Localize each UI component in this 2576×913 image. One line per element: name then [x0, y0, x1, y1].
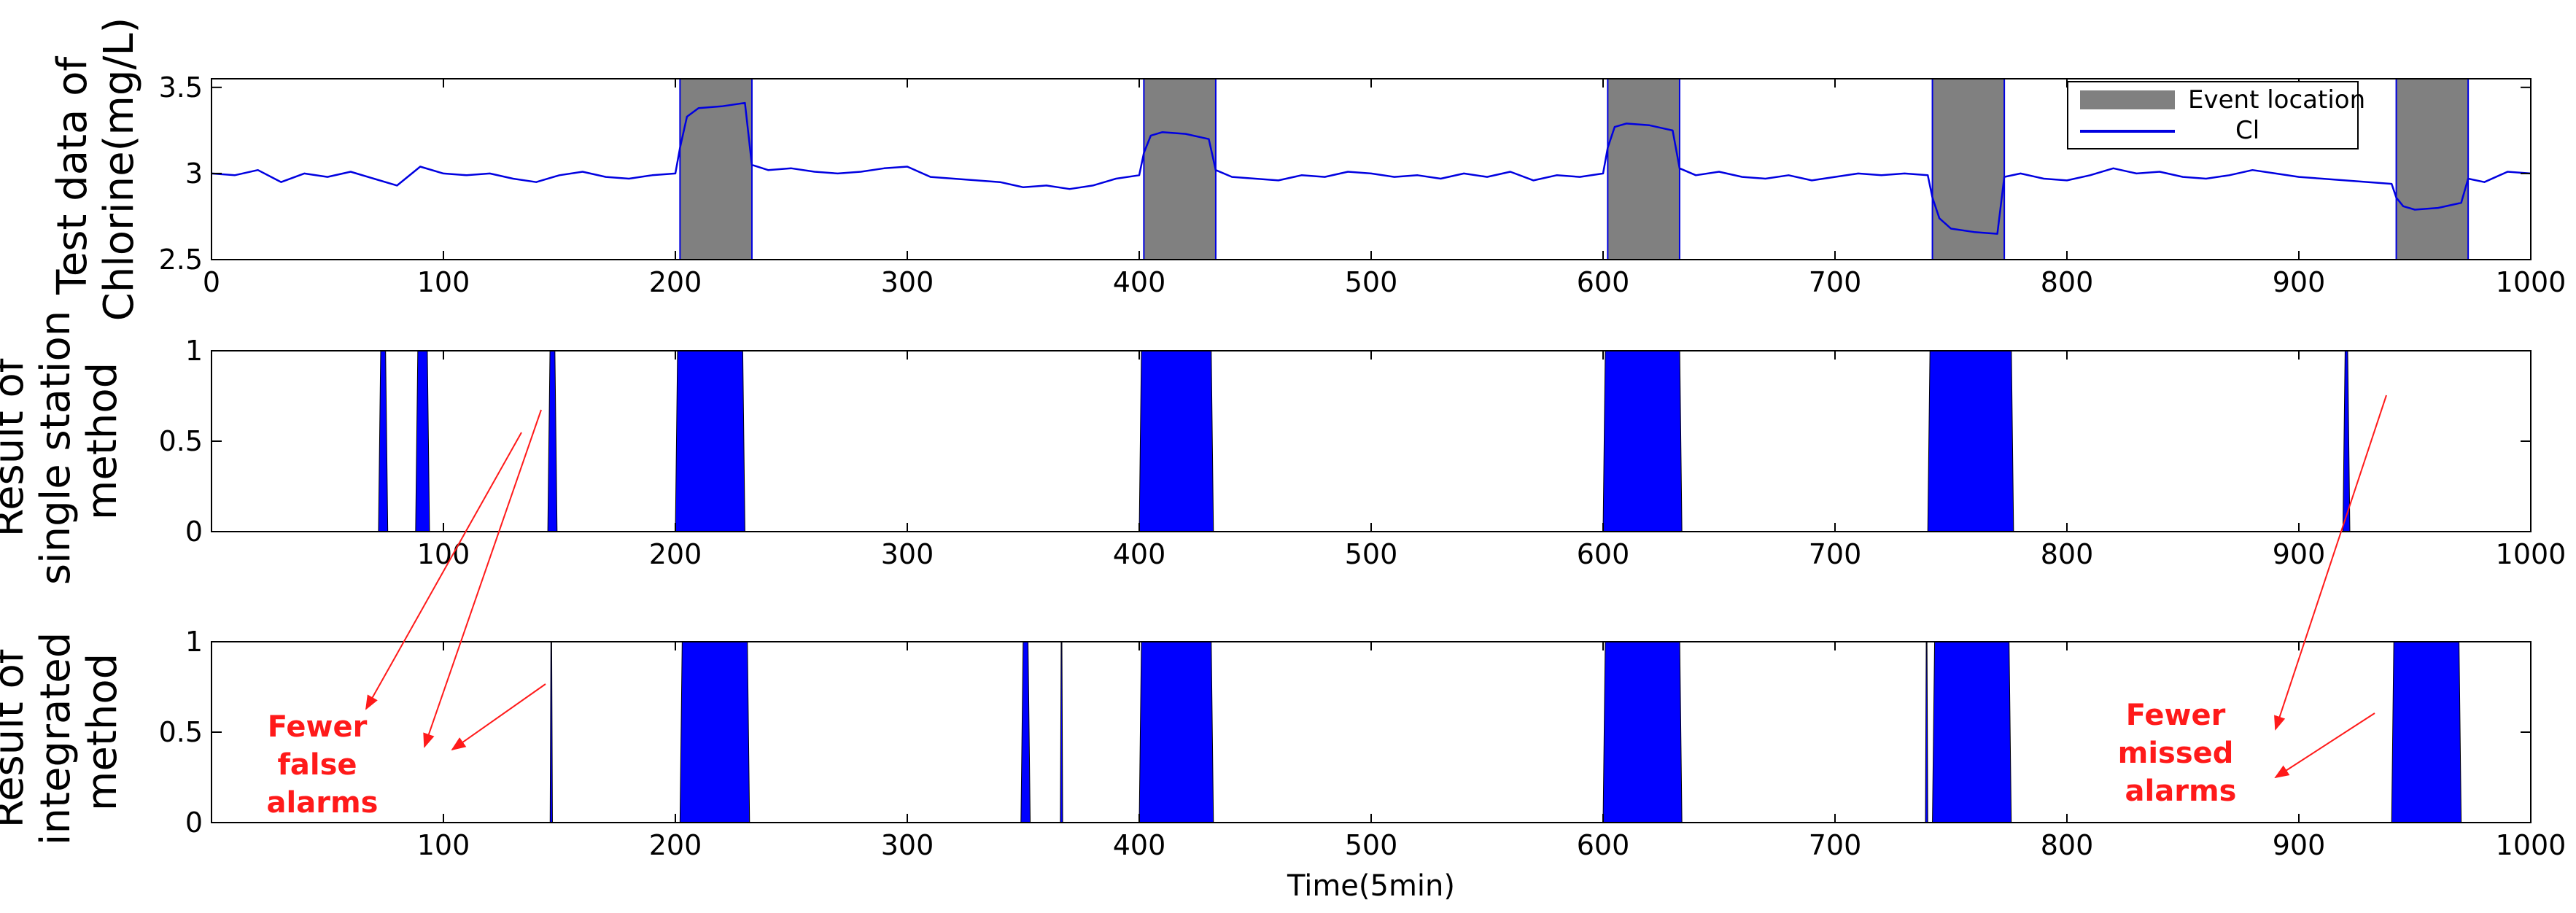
single-alarm-8 — [2342, 350, 2351, 532]
x-tick-label: 600 — [1577, 538, 1630, 570]
arrow-false-1 — [365, 432, 522, 710]
x-tick-label: 300 — [881, 266, 934, 298]
x-tick-label: 200 — [649, 266, 702, 298]
x-tick-label: 1000 — [2496, 538, 2567, 570]
integrated-xlabel: Time(5min) — [1287, 869, 1455, 903]
y-tick-label: 1 — [185, 626, 203, 658]
x-tick-label: 700 — [1809, 266, 1862, 298]
y-tick-label: 3.5 — [159, 71, 203, 104]
single-alarm-1 — [378, 350, 389, 532]
event-window-4 — [1931, 78, 2006, 260]
single-alarm-4 — [675, 350, 745, 532]
integrated-alarm-1 — [549, 641, 553, 823]
x-tick-label: 800 — [2041, 266, 2094, 298]
legend-label-event: Event location — [2188, 85, 2365, 114]
x-tick-label: 400 — [1113, 266, 1166, 298]
event-window-1 — [679, 78, 753, 260]
arrow-false-3 — [451, 683, 546, 751]
x-tick-label: 500 — [1345, 266, 1398, 298]
chlorine-panel: 0 100 200 300 400 500 600 700 800 900 10002.533.5 … — [49, 18, 2566, 322]
x-tick-label: 0 — [203, 266, 220, 298]
legend-label-cl: Cl — [2235, 116, 2259, 145]
integrated-alarm-2 — [679, 641, 750, 823]
y-tick-label: 1 — [185, 335, 203, 367]
single-station-axes: 100 200 300 400 500 600 700 800 900 1000 0 0.5 1 — [159, 335, 2567, 570]
x-tick-label: 400 — [1113, 829, 1166, 861]
arrow-missed-2 — [2274, 712, 2375, 779]
x-tick-label: 100 — [417, 538, 470, 570]
single-alarm-5 — [1138, 350, 1214, 532]
x-tick-label: 100 — [417, 266, 470, 298]
single-station-panel: 100 200 300 400 500 600 700 800 900 1000 0 0.5 1 Res… — [0, 298, 2567, 585]
x-tick-label: 400 — [1113, 538, 1166, 570]
x-tick-label: 700 — [1809, 829, 1862, 861]
x-tick-label: 600 — [1577, 266, 1630, 298]
x-tick-label: 900 — [2273, 829, 2326, 861]
integrated-alarm-3 — [1020, 641, 1031, 823]
y-tick-label: 3 — [185, 158, 203, 190]
event-window-5 — [2395, 78, 2470, 260]
integrated-alarm-9 — [2391, 641, 2462, 823]
x-tick-label: 900 — [2273, 266, 2326, 298]
x-tick-label: 200 — [649, 829, 702, 861]
arrow-missed-1 — [2274, 395, 2387, 731]
integrated-alarm-6 — [1602, 641, 1683, 823]
single-alarm-2 — [415, 350, 430, 532]
integrated-alarm-5 — [1138, 641, 1214, 823]
integrated-panel: 100 200 300 400 500 600 700 800 900 1000 0 0.5 1 Res… — [0, 619, 2567, 903]
y-tick-label: 0 — [185, 807, 203, 839]
chlorine-series — [211, 101, 2532, 235]
integrated-alarm-8 — [1932, 641, 2012, 823]
single-station-alarms — [378, 350, 2351, 532]
x-tick-label: 200 — [649, 538, 702, 570]
chlorine-ylabel: Test data of Chlorine(mg/L) — [49, 18, 143, 322]
integrated-ylabel: Result of integrated method — [0, 619, 126, 845]
x-tick-label: 300 — [881, 829, 934, 861]
x-tick-label: 600 — [1577, 829, 1630, 861]
y-tick-label: 0 — [185, 516, 203, 548]
x-tick-label: 300 — [881, 538, 934, 570]
x-tick-label: 500 — [1345, 538, 1398, 570]
legend: Event location Cl — [2067, 81, 2365, 149]
event-window-3 — [1607, 78, 1680, 260]
x-tick-label: 500 — [1345, 829, 1398, 861]
single-station-axes-frame — [211, 350, 2532, 532]
y-tick-label: 0.5 — [159, 716, 203, 748]
single-alarm-3 — [547, 350, 558, 532]
single-station-ylabel: Result of single station method — [0, 298, 126, 585]
annotations: Fewer false alarms Fewer missed alarms — [267, 395, 2387, 820]
x-tick-label: 1000 — [2496, 829, 2567, 861]
y-tick-label: 0.5 — [159, 425, 203, 457]
annotation-false-alarms: Fewer false alarms — [267, 710, 379, 820]
x-tick-label: 700 — [1809, 538, 1862, 570]
single-alarm-7 — [1927, 350, 2014, 532]
x-tick-label: 100 — [417, 829, 470, 861]
integrated-alarm-7 — [1925, 641, 1928, 823]
x-tick-label: 900 — [2273, 538, 2326, 570]
single-alarm-6 — [1602, 350, 1683, 532]
chlorine-line-layer — [211, 101, 2532, 235]
chlorine-axes: 0 100 200 300 400 500 600 700 800 900 1000 2.5 3 3.5 — [159, 71, 2567, 298]
legend-swatch-event — [2080, 90, 2175, 109]
x-tick-label: 800 — [2041, 538, 2094, 570]
x-tick-label: 800 — [2041, 829, 2094, 861]
event-window-2 — [1143, 78, 1217, 260]
x-tick-label: 1000 — [2496, 266, 2567, 298]
annotation-missed-alarms: Fewer missed alarms — [2118, 699, 2244, 808]
y-tick-label: 2.5 — [159, 244, 203, 276]
integrated-alarm-4 — [1060, 641, 1063, 823]
integrated-axes: 100 200 300 400 500 600 700 800 900 1000 0 0.5 1 — [159, 626, 2567, 861]
arrow-false-2 — [423, 409, 542, 748]
